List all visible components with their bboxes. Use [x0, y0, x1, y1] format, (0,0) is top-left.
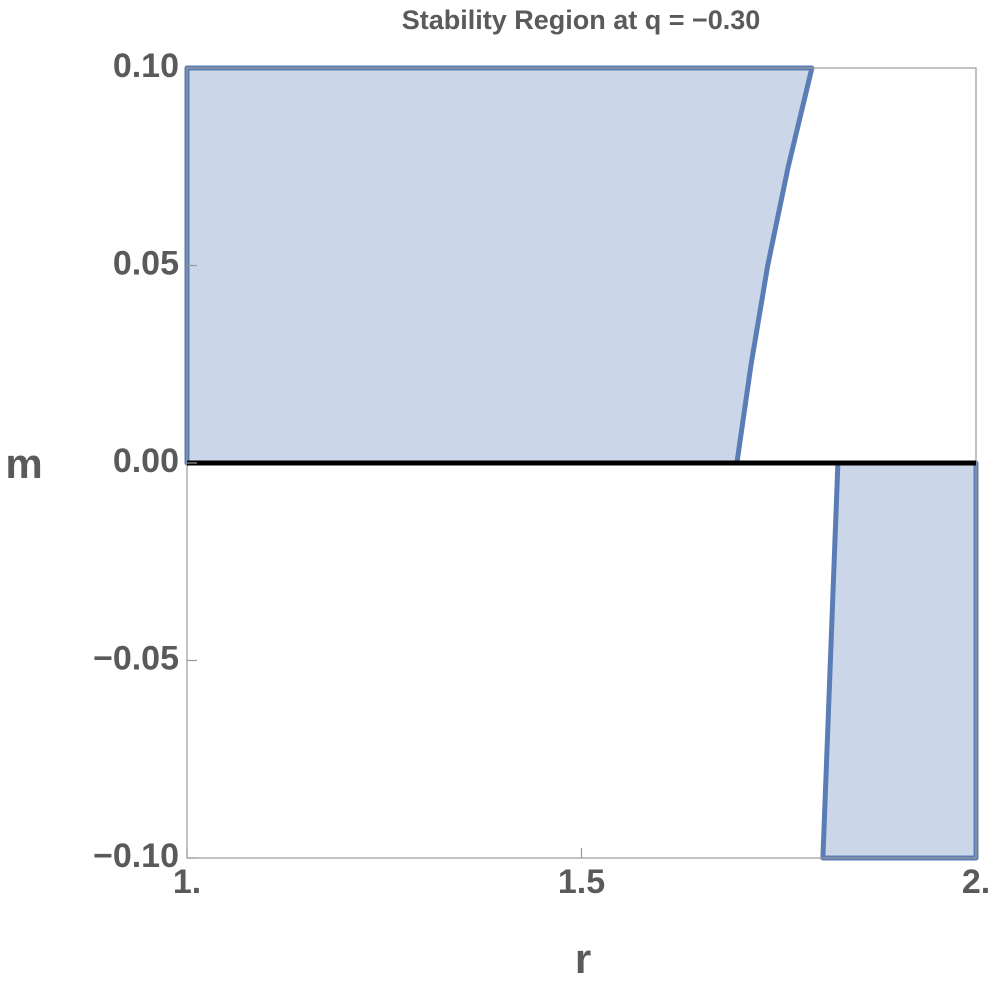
y-tick-label: 0.00 — [113, 442, 179, 480]
chart-title: Stability Region at q = −0.30 — [402, 5, 761, 35]
x-axis-label: r — [575, 935, 591, 982]
region — [184, 65, 815, 466]
x-tick-label: 2. — [962, 863, 990, 901]
y-tick-label: 0.05 — [113, 244, 179, 282]
region — [820, 460, 979, 861]
y-axis-label: m — [5, 440, 42, 487]
x-tick-label: 1. — [173, 863, 201, 901]
y-tick-label: −0.10 — [93, 837, 179, 875]
y-tick-label: −0.05 — [93, 639, 179, 677]
x-tick-label: 1.5 — [558, 863, 605, 901]
y-tick-label: 0.10 — [113, 47, 179, 85]
